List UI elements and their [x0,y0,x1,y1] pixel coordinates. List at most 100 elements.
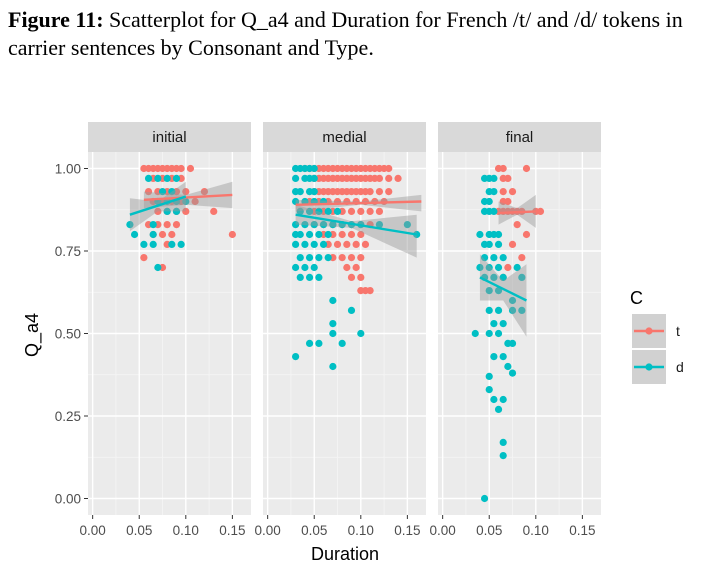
data-point-d-final [476,263,484,272]
data-point-d-final [490,174,498,182]
data-point-d-medial [296,207,304,215]
x-tick-label: 0.15 [219,523,245,538]
data-point-t-initial [154,207,162,215]
data-point-t-medial [366,287,374,295]
data-point-d-final [499,395,507,404]
x-tick-label: 0.10 [348,523,374,538]
data-point-d-final [494,405,503,413]
data-point-d-medial [292,174,300,182]
data-point-d-initial [130,230,139,239]
fit-line-d-initial [129,195,187,216]
data-point-d-final [494,306,503,314]
data-point-d-final [499,320,507,328]
data-point-d-medial [329,362,337,371]
data-point-d-final [494,230,503,239]
data-point-d-final [499,254,507,262]
figure-label: Figure 11: [8,7,104,32]
y-tick-label: 0.25 [55,409,81,424]
data-point-d-initial [154,263,162,272]
data-point-d-initial [172,174,181,182]
data-point-d-final [490,254,498,262]
data-point-d-initial [177,240,185,248]
data-point-d-medial [319,221,328,229]
data-point-t-final [536,207,545,215]
data-point-t-final [522,230,531,239]
data-point-d-medial [310,263,318,272]
data-point-t-medial [338,230,346,239]
data-point-d-initial [172,207,181,215]
data-point-t-final [522,164,531,173]
data-point-t-medial [338,254,346,262]
legend-label-t: t [676,323,680,339]
x-tick-label: 0.05 [476,523,502,538]
data-point-t-medial [361,240,370,248]
data-point-t-final [518,254,526,262]
data-point-d-medial [305,254,314,262]
data-point-t-final [504,263,512,272]
data-point-d-final [485,306,493,314]
data-point-d-medial [329,329,337,338]
data-point-d-medial [333,207,342,215]
x-tick-label: 0.15 [569,523,595,538]
data-point-d-medial [301,263,309,272]
data-point-d-medial [296,254,304,262]
data-point-t-initial [191,197,199,206]
data-point-t-medial [375,174,384,182]
data-point-d-medial [315,273,323,281]
data-point-d-final [504,362,512,371]
data-point-t-medial [394,174,402,182]
data-point-d-medial [310,188,318,196]
data-point-d-initial [168,188,176,196]
data-point-d-medial [357,329,365,338]
data-point-t-medial [333,240,342,248]
legend-label-d: d [676,359,684,375]
data-point-t-initial [144,188,153,196]
data-point-d-final [485,240,493,248]
data-point-d-final [490,273,498,281]
data-point-d-medial [324,230,332,239]
data-point-t-medial [357,207,365,215]
data-point-d-final [485,287,493,295]
data-point-d-final [499,273,507,281]
data-point-t-medial [357,230,365,239]
data-point-t-medial [352,263,360,272]
data-point-d-final [490,395,498,404]
data-point-d-medial [296,188,304,196]
data-point-d-final [485,372,493,380]
fit-line-t-medial [295,200,422,206]
data-point-d-final [485,386,493,394]
data-point-d-final [485,197,493,206]
data-point-d-medial [292,240,300,248]
data-point-d-medial [292,263,300,272]
data-point-d-initial [140,240,148,248]
data-point-d-final [508,339,517,347]
data-point-d-medial [310,164,318,173]
data-point-d-medial [310,174,318,182]
data-point-d-medial [329,320,337,328]
data-point-d-initial [154,174,162,182]
data-point-d-medial [296,273,304,281]
data-point-d-final [513,263,521,272]
facet-strip-medial [263,122,426,152]
data-point-t-final [504,174,512,182]
data-point-d-final [490,207,498,215]
data-point-d-medial [338,339,346,347]
x-axis-title: Duration [311,544,379,564]
data-point-t-initial [182,207,190,215]
data-point-d-medial [310,240,318,248]
data-point-t-initial [140,254,148,262]
data-point-t-medial [347,273,356,281]
data-point-t-medial [385,174,393,182]
legend-key-point-t [645,327,653,335]
facet-label-medial: medial [322,129,366,146]
data-point-d-medial [375,221,384,229]
data-point-d-medial [315,254,323,262]
data-point-t-final [508,240,517,248]
data-point-d-final [518,306,526,314]
data-point-d-final [499,353,507,361]
y-tick-label: 0.50 [55,327,81,342]
data-point-d-medial [305,207,314,215]
data-point-d-medial [305,273,314,281]
x-tick-label: 0.00 [80,523,106,538]
data-point-t-medial [357,254,365,262]
